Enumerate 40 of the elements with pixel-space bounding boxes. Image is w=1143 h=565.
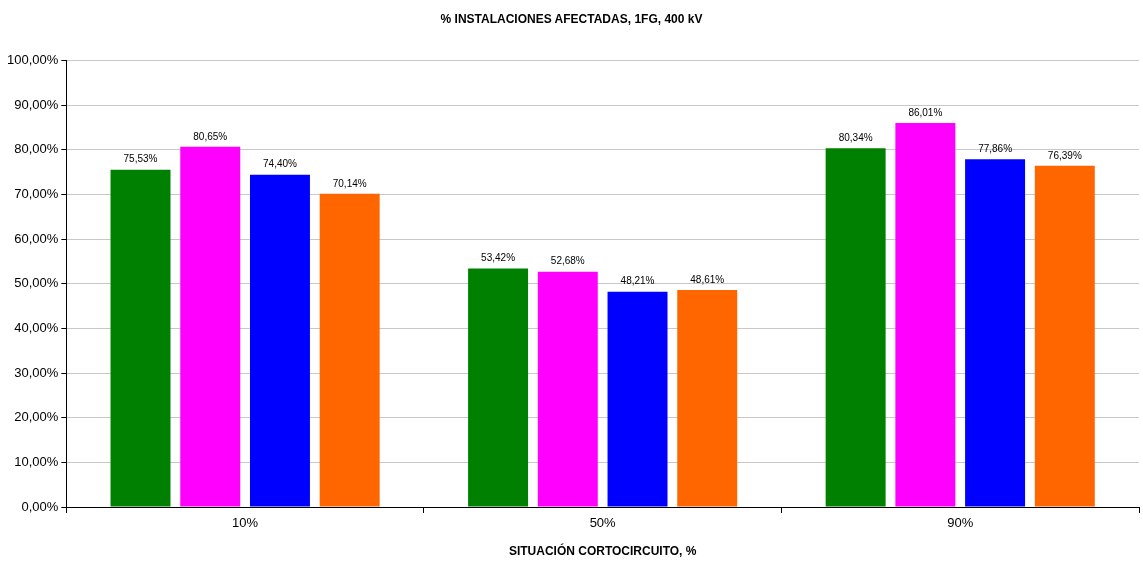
- y-tick-label: 20,00%: [14, 409, 59, 425]
- data-label: 48,21%: [620, 275, 655, 287]
- bar: [607, 291, 668, 507]
- y-tick-label: 30,00%: [14, 364, 59, 380]
- data-label: 53,42%: [481, 252, 516, 264]
- y-tick-label: 40,00%: [14, 319, 59, 335]
- y-tick-label: 60,00%: [14, 230, 59, 246]
- data-label: 76,39%: [1047, 149, 1082, 161]
- data-label: 70,14%: [332, 177, 367, 189]
- x-tick-label: 50%: [589, 515, 617, 531]
- y-tick-label: 100,00%: [6, 51, 59, 67]
- data-label: 80,34%: [838, 131, 873, 143]
- bar: [677, 289, 738, 507]
- bar: [110, 169, 171, 507]
- data-label: 75,53%: [123, 153, 158, 165]
- bar: [537, 271, 598, 507]
- y-tick-label: 0,00%: [21, 498, 59, 514]
- bar: [249, 174, 310, 507]
- y-tick-label: 10,00%: [14, 453, 59, 469]
- bar: [319, 193, 380, 507]
- bar: [965, 159, 1026, 507]
- y-tick-label: 80,00%: [14, 141, 59, 157]
- data-label: 77,86%: [978, 143, 1013, 155]
- chart-title: % INSTALACIONES AFECTADAS, 1FG, 400 kV: [440, 11, 703, 26]
- x-tick-label: 90%: [947, 515, 974, 531]
- data-label: 74,40%: [263, 158, 298, 170]
- data-label: 48,61%: [690, 273, 725, 285]
- x-tick-label: 10%: [232, 515, 259, 531]
- bar: [468, 268, 529, 507]
- data-label: 86,01%: [908, 106, 943, 118]
- y-tick-label: 90,00%: [14, 96, 59, 112]
- bar: [180, 146, 241, 507]
- data-label: 80,65%: [193, 130, 228, 142]
- bar: [1034, 165, 1095, 507]
- y-tick-label: 70,00%: [14, 185, 59, 201]
- data-label: 52,68%: [550, 255, 585, 267]
- bar: [825, 148, 886, 507]
- bar: [895, 122, 956, 507]
- x-axis-title: SITUACIÓN CORTOCIRCUITO, %: [508, 543, 697, 559]
- y-tick-label: 50,00%: [14, 275, 59, 291]
